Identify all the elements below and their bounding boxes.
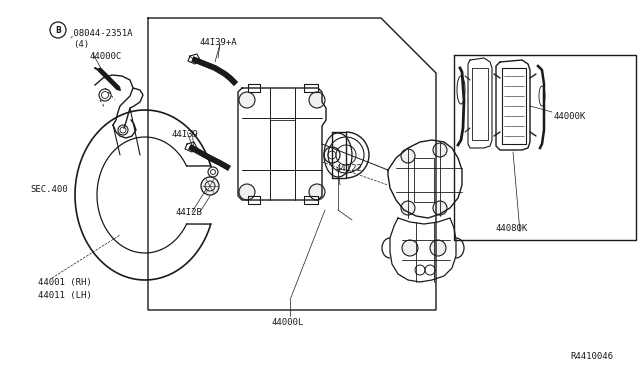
- Text: 44I2B: 44I2B: [175, 208, 202, 217]
- Text: R4410046: R4410046: [570, 352, 613, 361]
- Circle shape: [430, 240, 446, 256]
- Circle shape: [433, 143, 447, 157]
- Text: 44001 (RH): 44001 (RH): [38, 278, 92, 287]
- Text: 44I39: 44I39: [171, 130, 198, 139]
- Text: (4): (4): [73, 40, 89, 49]
- Text: 44I39+A: 44I39+A: [200, 38, 237, 47]
- Circle shape: [309, 184, 325, 200]
- Circle shape: [309, 92, 325, 108]
- Text: 44011 (LH): 44011 (LH): [38, 291, 92, 300]
- Circle shape: [401, 149, 415, 163]
- Circle shape: [401, 201, 415, 215]
- Circle shape: [208, 167, 218, 177]
- Text: 44000K: 44000K: [554, 112, 586, 121]
- Text: 44122: 44122: [336, 164, 363, 173]
- Circle shape: [239, 92, 255, 108]
- Text: 44080K: 44080K: [496, 224, 528, 233]
- Text: 44000L: 44000L: [272, 318, 304, 327]
- Text: B: B: [55, 26, 61, 35]
- Circle shape: [433, 201, 447, 215]
- Circle shape: [402, 240, 418, 256]
- Text: 44000C: 44000C: [90, 52, 122, 61]
- Circle shape: [239, 184, 255, 200]
- Text: ¸08044-2351A: ¸08044-2351A: [68, 28, 132, 37]
- Circle shape: [201, 177, 219, 195]
- Text: SEC.400: SEC.400: [30, 185, 68, 194]
